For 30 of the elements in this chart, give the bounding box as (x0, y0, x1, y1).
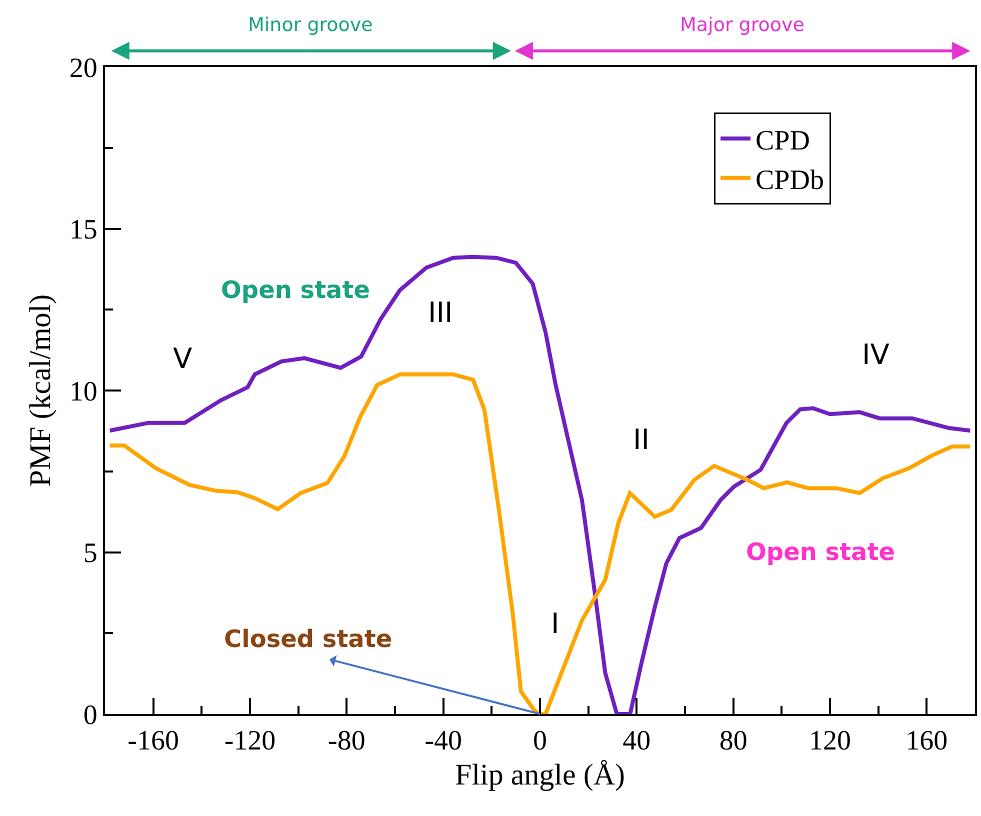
x-tick-label: -40 (424, 726, 462, 757)
y-tick-label: 20 (69, 52, 98, 84)
legend-label: CPDb (756, 164, 824, 196)
y-tick-label: 0 (83, 700, 98, 731)
x-tick-label: -80 (328, 726, 366, 757)
x-tick-label: 80 (719, 726, 748, 757)
y-tick-label: 15 (69, 214, 98, 246)
x-tick-label: -120 (224, 726, 276, 757)
x-tick-label: 160 (906, 726, 948, 757)
text: Minor groove (248, 14, 373, 36)
legend-label: CPD (756, 125, 810, 156)
annotation: IV (862, 338, 890, 371)
line-series (108, 254, 972, 714)
y-tick-label: 10 (69, 376, 98, 408)
x-tick-label: -160 (128, 726, 179, 757)
line-series (108, 372, 972, 714)
annotation: Closed state (224, 625, 392, 653)
annotation: V (173, 342, 192, 375)
annotation: Open state (746, 538, 896, 566)
annotation: I (551, 607, 560, 640)
text: Major groove (680, 14, 804, 36)
x-tick-label: 120 (809, 726, 851, 757)
x-tick-label: 40 (622, 726, 651, 757)
annotation: II (633, 423, 650, 456)
y-tick-label: 5 (83, 538, 98, 570)
annotation: Open state (221, 276, 370, 304)
x-tick-label: 0 (533, 726, 547, 757)
x-axis-title: Flip angle (Å) (455, 758, 625, 792)
annotation: III (428, 296, 453, 329)
y-axis-title: PMF (kcal/mol) (24, 294, 57, 487)
